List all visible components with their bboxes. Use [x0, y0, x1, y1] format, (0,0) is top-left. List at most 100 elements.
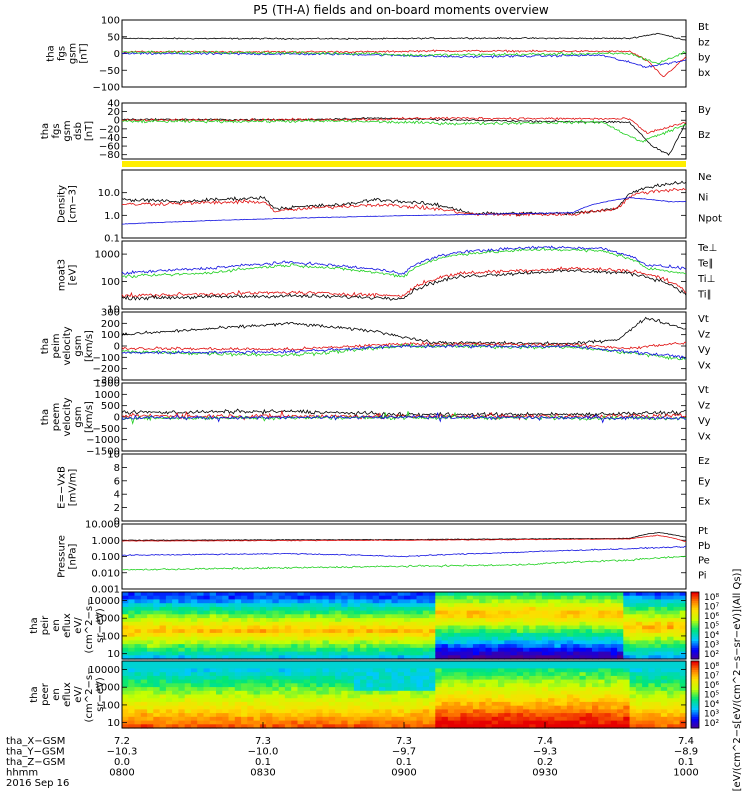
p5-series-blue — [121, 343, 687, 360]
p3-tick-label: 1.0 — [104, 211, 120, 222]
p3-legend-Npot: Npot — [698, 213, 722, 224]
p5-tick-label: −300 — [93, 376, 120, 387]
p5-series-red — [121, 341, 687, 351]
p10-tick-label: 1000 — [95, 683, 120, 694]
p7-tick-label: 6 — [114, 476, 120, 487]
p2-tick-label: −60 — [99, 142, 120, 153]
p4-tick-label: 100 — [101, 277, 120, 288]
p3-ylabel: [cm−3] — [68, 185, 79, 223]
p6-legend-Vz: Vz — [698, 401, 710, 412]
p2-frame — [121, 102, 687, 160]
p2-ylabel: gsm — [62, 120, 73, 141]
p9-colorbar-tick: 10² — [704, 650, 719, 660]
p6-tick-label: 500 — [101, 401, 120, 412]
p9-colorbar-tick: 10⁸ — [704, 593, 719, 603]
x-tick-label: 0.1 — [678, 757, 694, 768]
x-row-label: tha_X−GSM — [6, 736, 65, 747]
p10-ylabel: peer — [40, 682, 51, 706]
p9-ylabel: tha — [29, 617, 40, 633]
x-tick-label: 0.1 — [255, 757, 271, 768]
p4-frame — [121, 240, 687, 310]
p1-tick-label: 100 — [101, 16, 120, 27]
x-tick-label: 0.2 — [537, 757, 553, 768]
p5-ylabel: [km/s] — [84, 330, 95, 362]
p9-tick-label: 1000 — [95, 614, 120, 625]
p5-frame — [121, 311, 687, 381]
x-tick-label: −9.3 — [533, 747, 557, 758]
p7-tick-label: 2 — [114, 503, 120, 514]
p6-ylabel: gsm — [73, 406, 84, 427]
p9-colorbar-tick: 10⁴ — [704, 631, 719, 641]
p1-legend-Bt: Bt — [698, 22, 709, 33]
p9-tick-label: 100 — [101, 631, 120, 642]
p3-tick-label: 10.0 — [98, 188, 120, 199]
x-row-label: tha_Y−GSM — [6, 747, 65, 758]
p8-ylabel: [nPa] — [68, 543, 79, 569]
p8-legend-Pb: Pb — [698, 541, 710, 552]
p5-legend-Vx: Vx — [698, 361, 711, 372]
p5-legend-Vt: Vt — [698, 314, 709, 325]
p10-tick-label: 10000 — [88, 665, 120, 676]
x-tick-label: −9.7 — [392, 747, 416, 758]
p6-ylabel: tha — [40, 409, 51, 425]
p1-tick-label: −100 — [93, 83, 120, 94]
p4-tick-label: 10 — [107, 305, 120, 316]
p3-frame — [121, 169, 687, 239]
x-tick-label: 0800 — [109, 768, 134, 779]
p10-colorbar-tick: 10² — [704, 719, 719, 729]
p10-colorbar-tick: 10⁶ — [704, 681, 719, 691]
p6-legend-Vy: Vy — [698, 416, 711, 427]
p6-tick-label: −1500 — [86, 447, 120, 458]
x-row-label: 2016 Sep 16 — [6, 778, 69, 789]
x-tick-label: 0900 — [391, 768, 416, 779]
p6-tick-label: 1000 — [95, 390, 120, 401]
x-tick-label: −10.0 — [248, 747, 279, 758]
p6-legend-Vx: Vx — [698, 432, 711, 443]
p7-ylabel: [mV/m] — [68, 469, 79, 507]
p6-tick-label: −1000 — [86, 435, 120, 446]
p7-frame — [121, 453, 687, 522]
p10-colorbar-tick: 10⁴ — [704, 700, 719, 710]
x-tick-label: −10.3 — [107, 747, 138, 758]
p4-ylabel: [eV] — [68, 265, 79, 286]
p10-ylabel: en — [51, 688, 62, 701]
p7-legend-Ey: Ey — [698, 476, 710, 487]
p4-legend-Ti⊥: Ti⊥ — [697, 274, 715, 285]
p1-series-blue — [121, 51, 687, 69]
p9-tick-label: 10 — [107, 649, 120, 660]
p1-tick-label: −50 — [99, 66, 120, 77]
p1-legend-bz: bz — [698, 37, 710, 48]
p2-tick-label: −80 — [99, 150, 120, 161]
p5-legend-Vz: Vz — [698, 330, 710, 341]
p2-tick-label: 20 — [107, 107, 120, 118]
p4-series-green — [121, 247, 687, 279]
p9-ylabel: (cm^2−s− — [84, 598, 95, 654]
p10-ylabel: (cm^2−s− — [84, 667, 95, 723]
x-tick-label: 1000 — [673, 768, 698, 779]
p5-tick-label: −100 — [93, 353, 120, 364]
p2-series-green — [121, 118, 687, 143]
p2-ylabel: [nT] — [84, 121, 95, 141]
p10-colorbar-tick: 10⁷ — [704, 671, 719, 681]
x-tick-label: −8.9 — [674, 747, 698, 758]
p9-colorbar-tick: 10⁵ — [704, 622, 719, 632]
x-tick-label: 7.3 — [396, 736, 412, 747]
p7-legend-Ez: Ez — [698, 456, 710, 467]
p1-tick-label: 50 — [107, 32, 120, 43]
p1-ylabel: fgs — [57, 46, 68, 61]
p6-tick-label: −500 — [93, 424, 120, 435]
p5-ylabel: tha — [40, 338, 51, 354]
p6-ylabel: peem — [51, 403, 62, 431]
p9-colorbar-tick: 10³ — [704, 641, 719, 651]
p1-legend-bx: bx — [698, 68, 710, 79]
p2-tick-label: 40 — [107, 99, 120, 110]
p8-series-green — [122, 555, 687, 571]
p5-ylabel: velocity — [62, 326, 73, 365]
p5-legend-Vy: Vy — [698, 345, 711, 356]
p1-ylabel: gsm — [68, 43, 79, 64]
p4-ylabel: moat3 — [57, 259, 68, 291]
p2-tick-label: 0 — [114, 116, 120, 127]
x-row-label: hhmm — [6, 768, 38, 779]
